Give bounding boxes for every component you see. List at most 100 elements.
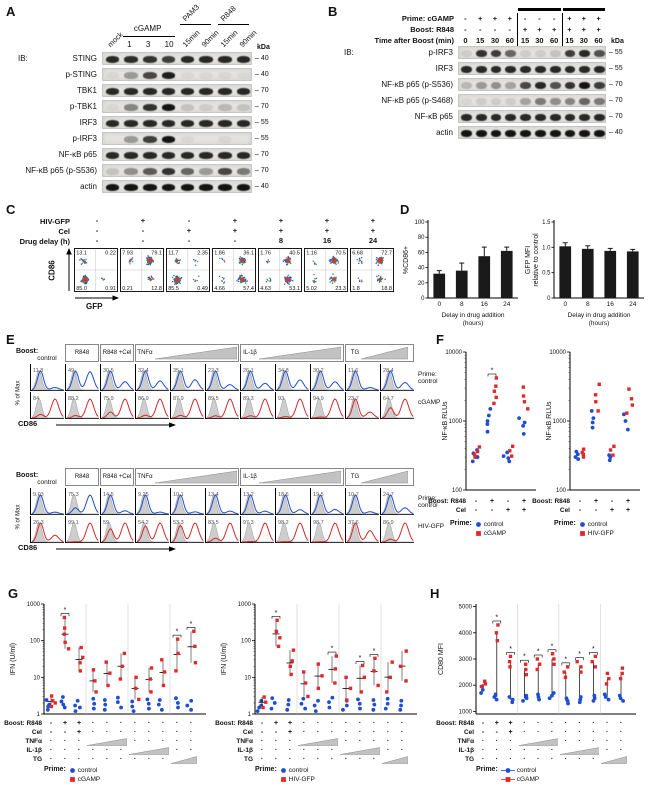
blot-header-value: 60 bbox=[550, 36, 559, 45]
svg-text:11.7: 11.7 bbox=[168, 251, 178, 257]
flow-header-value: 8 bbox=[278, 236, 284, 245]
boost-label: Boost: bbox=[16, 348, 39, 355]
blot-band bbox=[535, 130, 546, 137]
svg-text:0: 0 bbox=[563, 301, 567, 308]
blot-band bbox=[124, 88, 138, 95]
svg-text:0: 0 bbox=[421, 296, 425, 302]
square-marker bbox=[475, 530, 481, 536]
annotation-value: - bbox=[495, 729, 498, 736]
blot-row: IB: p-IRF3 – 55 bbox=[342, 46, 646, 59]
boost-header: R848 bbox=[65, 344, 99, 362]
panel-h-label: H bbox=[430, 586, 440, 601]
svg-text:75.3: 75.3 bbox=[68, 492, 79, 498]
blot-band bbox=[143, 104, 157, 111]
blot-row-label: actin bbox=[436, 128, 453, 137]
blot-band bbox=[549, 50, 561, 57]
annotation-value: · bbox=[175, 720, 179, 727]
histogram-cell: 64.7 bbox=[380, 392, 414, 419]
flow-plot-svg: 11.7 2.35 85.5 0.49 bbox=[166, 248, 210, 292]
svg-text:1.8: 1.8 bbox=[352, 286, 360, 292]
annotation-value: · bbox=[274, 738, 278, 745]
annotation-row: Boost: R848 - + - + bbox=[428, 498, 538, 507]
annotation-value: · bbox=[550, 756, 554, 763]
cd86-axis-arrow bbox=[56, 546, 176, 552]
svg-text:26.3: 26.3 bbox=[33, 520, 44, 526]
svg-text:98.7: 98.7 bbox=[313, 520, 324, 526]
annotation-value: + bbox=[494, 720, 499, 727]
flow-plot-svg: 1.76 40.5 4.63 53.1 bbox=[258, 248, 302, 292]
blot-band bbox=[124, 56, 138, 63]
blot-band bbox=[143, 56, 157, 63]
blot-band bbox=[180, 88, 195, 95]
svg-text:85.5: 85.5 bbox=[168, 286, 179, 292]
ib-label: IB: bbox=[344, 48, 354, 57]
svg-text:70.5: 70.5 bbox=[335, 251, 346, 257]
histogram-cell: 26.1 bbox=[240, 364, 274, 391]
annotation-value: · bbox=[63, 756, 67, 763]
annotation-value: · bbox=[189, 738, 193, 745]
blot-band bbox=[161, 184, 176, 191]
boost-header: TNFα bbox=[135, 344, 239, 362]
svg-text:16: 16 bbox=[481, 301, 489, 308]
legend-item: HIV-GFP bbox=[579, 529, 614, 537]
annotation-value: · bbox=[481, 738, 485, 745]
prime-row-label: cGAMP bbox=[418, 399, 441, 406]
blot-strip bbox=[102, 52, 252, 65]
lane-label: 90min bbox=[237, 28, 259, 49]
blot-band bbox=[490, 130, 502, 137]
annotation-value: - bbox=[49, 720, 53, 727]
blot-band bbox=[564, 98, 576, 105]
annotation-value: · bbox=[316, 756, 320, 763]
blot-row: actin – 40 bbox=[16, 180, 324, 193]
legend-item: control bbox=[69, 766, 100, 774]
blot-band bbox=[520, 130, 531, 137]
blot-band bbox=[579, 130, 591, 137]
blot-row: p-STING – 40 bbox=[16, 68, 324, 81]
kda-marker: – 40 bbox=[255, 55, 269, 62]
blot-header-value: - bbox=[508, 25, 512, 34]
flow-header-value: + bbox=[370, 216, 376, 225]
histogram-cell: 23.7 bbox=[345, 392, 379, 419]
scatter-plot-svg: 1 10 100 1000 * * * IFN (U/ml) bbox=[10, 602, 206, 718]
panel-a: A mock 1 3 10 cGAMP PAM3 R848 15min 90min 15min 90… bbox=[6, 3, 324, 200]
histogram-cell: 13.2 bbox=[240, 488, 274, 515]
annotation-value: + bbox=[287, 720, 293, 727]
flow-header-value: 24 bbox=[368, 236, 378, 245]
boost-header-label: R848 bbox=[74, 349, 90, 356]
annotation-value: · bbox=[49, 747, 53, 754]
annotation-value: + bbox=[521, 507, 527, 514]
svg-text:100: 100 bbox=[556, 488, 567, 494]
blot-band bbox=[218, 168, 232, 175]
annotation-value: · bbox=[147, 720, 151, 727]
annotation-value: · bbox=[133, 756, 137, 763]
legend-items: control cGAMP bbox=[69, 766, 100, 783]
svg-text:83.5: 83.5 bbox=[208, 520, 219, 526]
annotation-value: · bbox=[481, 756, 485, 763]
annotation-value: · bbox=[592, 720, 595, 727]
annotation-value: · bbox=[495, 747, 498, 754]
boost-header-label: TG bbox=[350, 473, 360, 480]
annotation-value: · bbox=[344, 729, 348, 736]
annotation-value: · bbox=[537, 720, 540, 727]
svg-text:relative to control: relative to control bbox=[533, 233, 540, 287]
group-bar bbox=[562, 8, 605, 11]
scatter-plot-svg: 100 1000 10000 NF-κB RLUs bbox=[546, 350, 640, 494]
blot-band bbox=[199, 152, 213, 159]
svg-text:5000: 5000 bbox=[459, 605, 473, 611]
annotation-value: · bbox=[288, 738, 292, 745]
blot-band bbox=[180, 104, 195, 111]
svg-text:IFN (U/ml): IFN (U/ml) bbox=[10, 643, 17, 675]
blot-band bbox=[236, 184, 251, 191]
blot-band bbox=[490, 82, 502, 89]
blot-row-label: IRF3 bbox=[435, 64, 453, 73]
blot-band bbox=[505, 130, 517, 137]
blot-strip bbox=[102, 100, 252, 113]
blot-band bbox=[124, 120, 138, 127]
annotation-row: Boost: R848- + + · · · · · · · · bbox=[436, 720, 640, 729]
blot-strip bbox=[458, 78, 606, 91]
blot-band bbox=[594, 82, 605, 89]
histogram-cell: 11.8 bbox=[30, 364, 64, 391]
flow-plot: 1.76 40.5 4.63 53.1 bbox=[258, 248, 302, 292]
blot-band bbox=[594, 130, 605, 137]
flow-header-value: + bbox=[278, 226, 284, 235]
